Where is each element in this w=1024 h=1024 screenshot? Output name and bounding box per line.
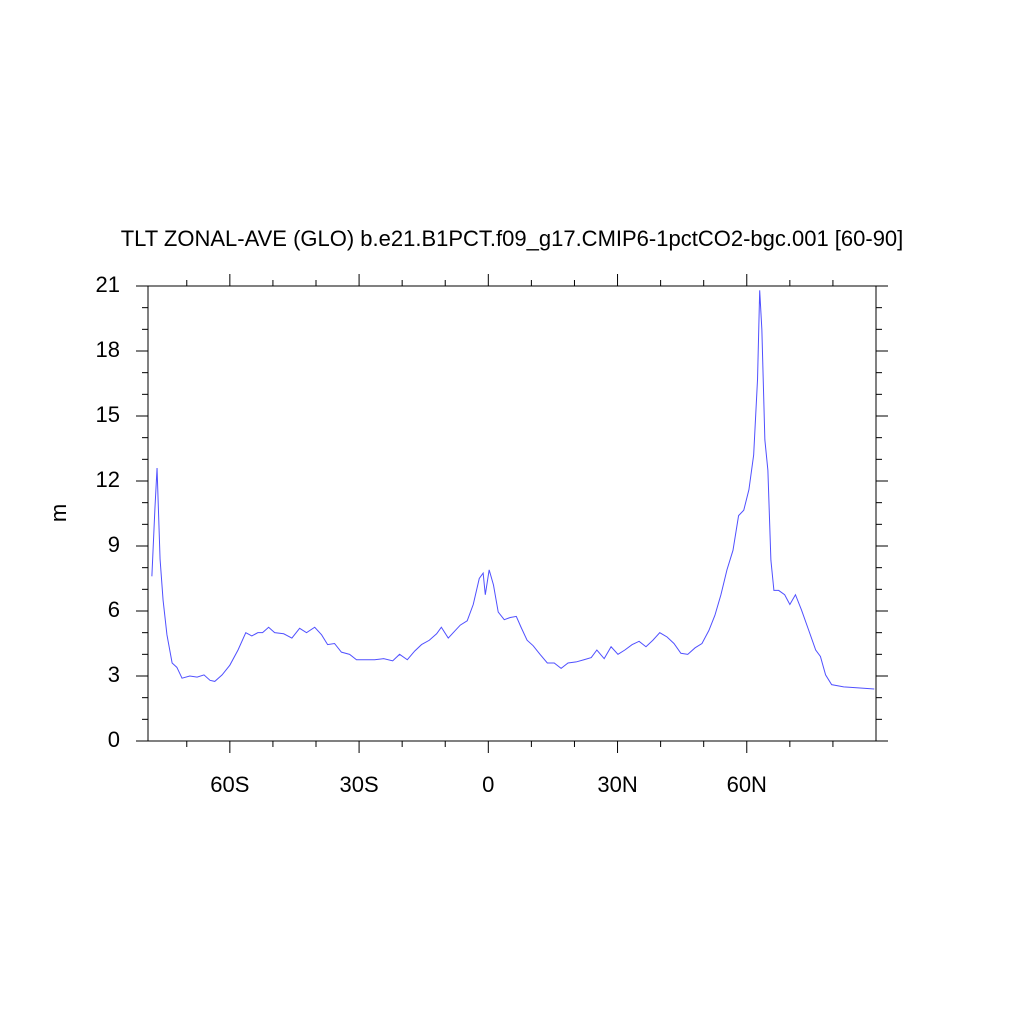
x-tick-label: 30S: [339, 772, 378, 797]
y-tick-label: 9: [108, 532, 120, 557]
x-tick-label: 30N: [597, 772, 637, 797]
chart-title: TLT ZONAL-AVE (GLO) b.e21.B1PCT.f09_g17.…: [121, 226, 904, 251]
y-tick-label: 12: [96, 467, 120, 492]
y-tick-label: 3: [108, 662, 120, 687]
plot-frame: [147, 285, 877, 742]
x-tick-label: 60S: [210, 772, 249, 797]
y-tick-label: 0: [108, 727, 120, 752]
x-tick-label: 60N: [727, 772, 767, 797]
data-line: [151, 290, 875, 690]
y-tick-label: 21: [96, 272, 120, 297]
y-axis-label: m: [46, 504, 71, 522]
y-tick-label: 6: [108, 597, 120, 622]
x-tick-label: 0: [482, 772, 494, 797]
y-tick-label: 15: [96, 402, 120, 427]
y-tick-label: 18: [96, 337, 120, 362]
